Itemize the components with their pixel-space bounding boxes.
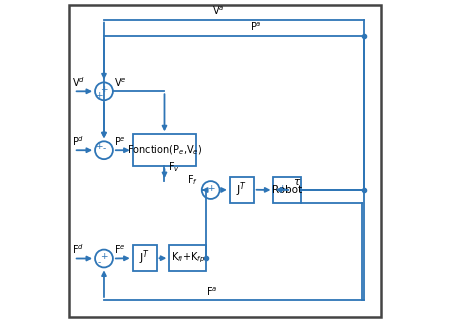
- Text: V$^e$: V$^e$: [114, 76, 127, 89]
- Text: P$^d$: P$^d$: [72, 134, 85, 148]
- Text: V$^a$: V$^a$: [212, 5, 225, 17]
- FancyBboxPatch shape: [133, 245, 157, 271]
- FancyBboxPatch shape: [69, 5, 381, 317]
- Text: F$^a$: F$^a$: [206, 286, 217, 298]
- Text: +: +: [279, 184, 286, 193]
- Text: F$^e$: F$^e$: [114, 243, 126, 256]
- Text: P$^e$: P$^e$: [114, 135, 126, 148]
- Text: P$^a$: P$^a$: [251, 21, 262, 33]
- Text: Robot: Robot: [272, 185, 302, 195]
- Text: $\tau$: $\tau$: [293, 177, 301, 187]
- Text: J$^T$: J$^T$: [139, 249, 150, 268]
- Text: +: +: [100, 252, 108, 261]
- Text: Fonction(P$_e$,V$_e$): Fonction(P$_e$,V$_e$): [127, 143, 202, 157]
- FancyBboxPatch shape: [230, 177, 254, 203]
- Text: F$^d$: F$^d$: [72, 242, 84, 256]
- Text: +: +: [100, 85, 108, 94]
- FancyBboxPatch shape: [133, 134, 196, 166]
- Text: +: +: [207, 184, 214, 193]
- FancyBboxPatch shape: [169, 245, 206, 271]
- Text: V$^d$: V$^d$: [72, 75, 85, 89]
- Text: -: -: [97, 258, 100, 267]
- FancyBboxPatch shape: [273, 177, 302, 203]
- Text: F$_v$: F$_v$: [168, 160, 180, 174]
- Text: -: -: [102, 144, 106, 153]
- Text: +: +: [95, 142, 103, 151]
- Text: J$^T$: J$^T$: [236, 180, 248, 199]
- Text: K$_{fi}$+K$_{fp}$: K$_{fi}$+K$_{fp}$: [171, 251, 205, 265]
- Text: F$_f$: F$_f$: [187, 174, 198, 187]
- Text: +: +: [95, 90, 103, 99]
